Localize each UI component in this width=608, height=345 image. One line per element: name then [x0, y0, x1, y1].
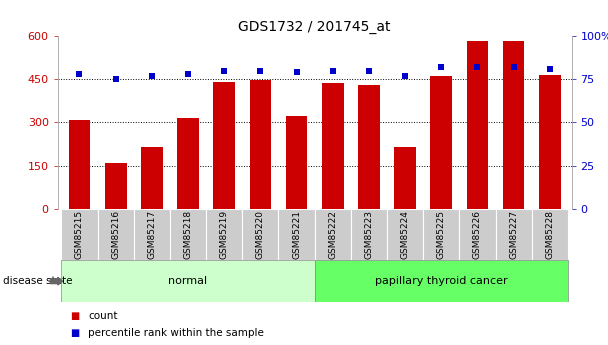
Bar — [141, 147, 163, 209]
Text: GSM85222: GSM85222 — [328, 210, 337, 259]
Bar — [61, 260, 315, 302]
Text: disease state: disease state — [3, 276, 72, 286]
Point — [364, 68, 374, 73]
Text: GSM85220: GSM85220 — [256, 210, 265, 259]
Text: GSM85219: GSM85219 — [219, 210, 229, 259]
Point — [255, 68, 265, 73]
Point — [111, 77, 120, 82]
Bar — [539, 75, 561, 209]
Bar — [394, 147, 416, 209]
Text: GSM85216: GSM85216 — [111, 210, 120, 259]
Bar — [286, 116, 308, 209]
Bar — [170, 209, 206, 260]
Point — [400, 73, 410, 79]
Text: GSM85217: GSM85217 — [147, 210, 156, 259]
Bar — [206, 209, 242, 260]
Bar — [322, 83, 344, 209]
Point — [75, 71, 85, 77]
Text: ■: ■ — [70, 311, 79, 321]
Bar — [358, 85, 380, 209]
Bar — [351, 209, 387, 260]
Bar — [69, 120, 91, 209]
Text: GSM85225: GSM85225 — [437, 210, 446, 259]
Text: papillary thyroid cancer: papillary thyroid cancer — [375, 276, 508, 286]
Bar — [466, 40, 488, 209]
Bar — [242, 209, 278, 260]
Point — [328, 68, 337, 73]
Text: count: count — [88, 311, 118, 321]
Point — [509, 65, 519, 70]
Text: GSM85215: GSM85215 — [75, 210, 84, 259]
Bar — [532, 209, 568, 260]
Point — [545, 66, 554, 72]
Point — [219, 68, 229, 73]
Bar — [134, 209, 170, 260]
Bar — [423, 209, 460, 260]
Text: GSM85226: GSM85226 — [473, 210, 482, 259]
Text: GSM85223: GSM85223 — [364, 210, 373, 259]
Point — [183, 71, 193, 77]
Text: GSM85228: GSM85228 — [545, 210, 554, 259]
Bar — [387, 209, 423, 260]
Bar — [496, 209, 532, 260]
Text: percentile rank within the sample: percentile rank within the sample — [88, 328, 264, 338]
Text: GSM85218: GSM85218 — [184, 210, 193, 259]
Text: GSM85227: GSM85227 — [509, 210, 518, 259]
Bar — [249, 80, 271, 209]
Text: normal: normal — [168, 276, 207, 286]
Bar — [430, 77, 452, 209]
Point — [472, 65, 482, 70]
Bar — [460, 209, 496, 260]
Point — [437, 65, 446, 70]
Point — [292, 70, 302, 75]
Bar — [61, 209, 97, 260]
Bar — [315, 209, 351, 260]
Bar — [315, 260, 568, 302]
Bar — [105, 163, 126, 209]
Bar — [97, 209, 134, 260]
Bar — [213, 82, 235, 209]
Title: GDS1732 / 201745_at: GDS1732 / 201745_at — [238, 20, 391, 34]
Text: ■: ■ — [70, 328, 79, 338]
Bar — [278, 209, 315, 260]
Text: GSM85224: GSM85224 — [401, 210, 410, 259]
Point — [147, 73, 157, 79]
Bar — [177, 118, 199, 209]
Text: GSM85221: GSM85221 — [292, 210, 301, 259]
Bar — [503, 41, 525, 209]
